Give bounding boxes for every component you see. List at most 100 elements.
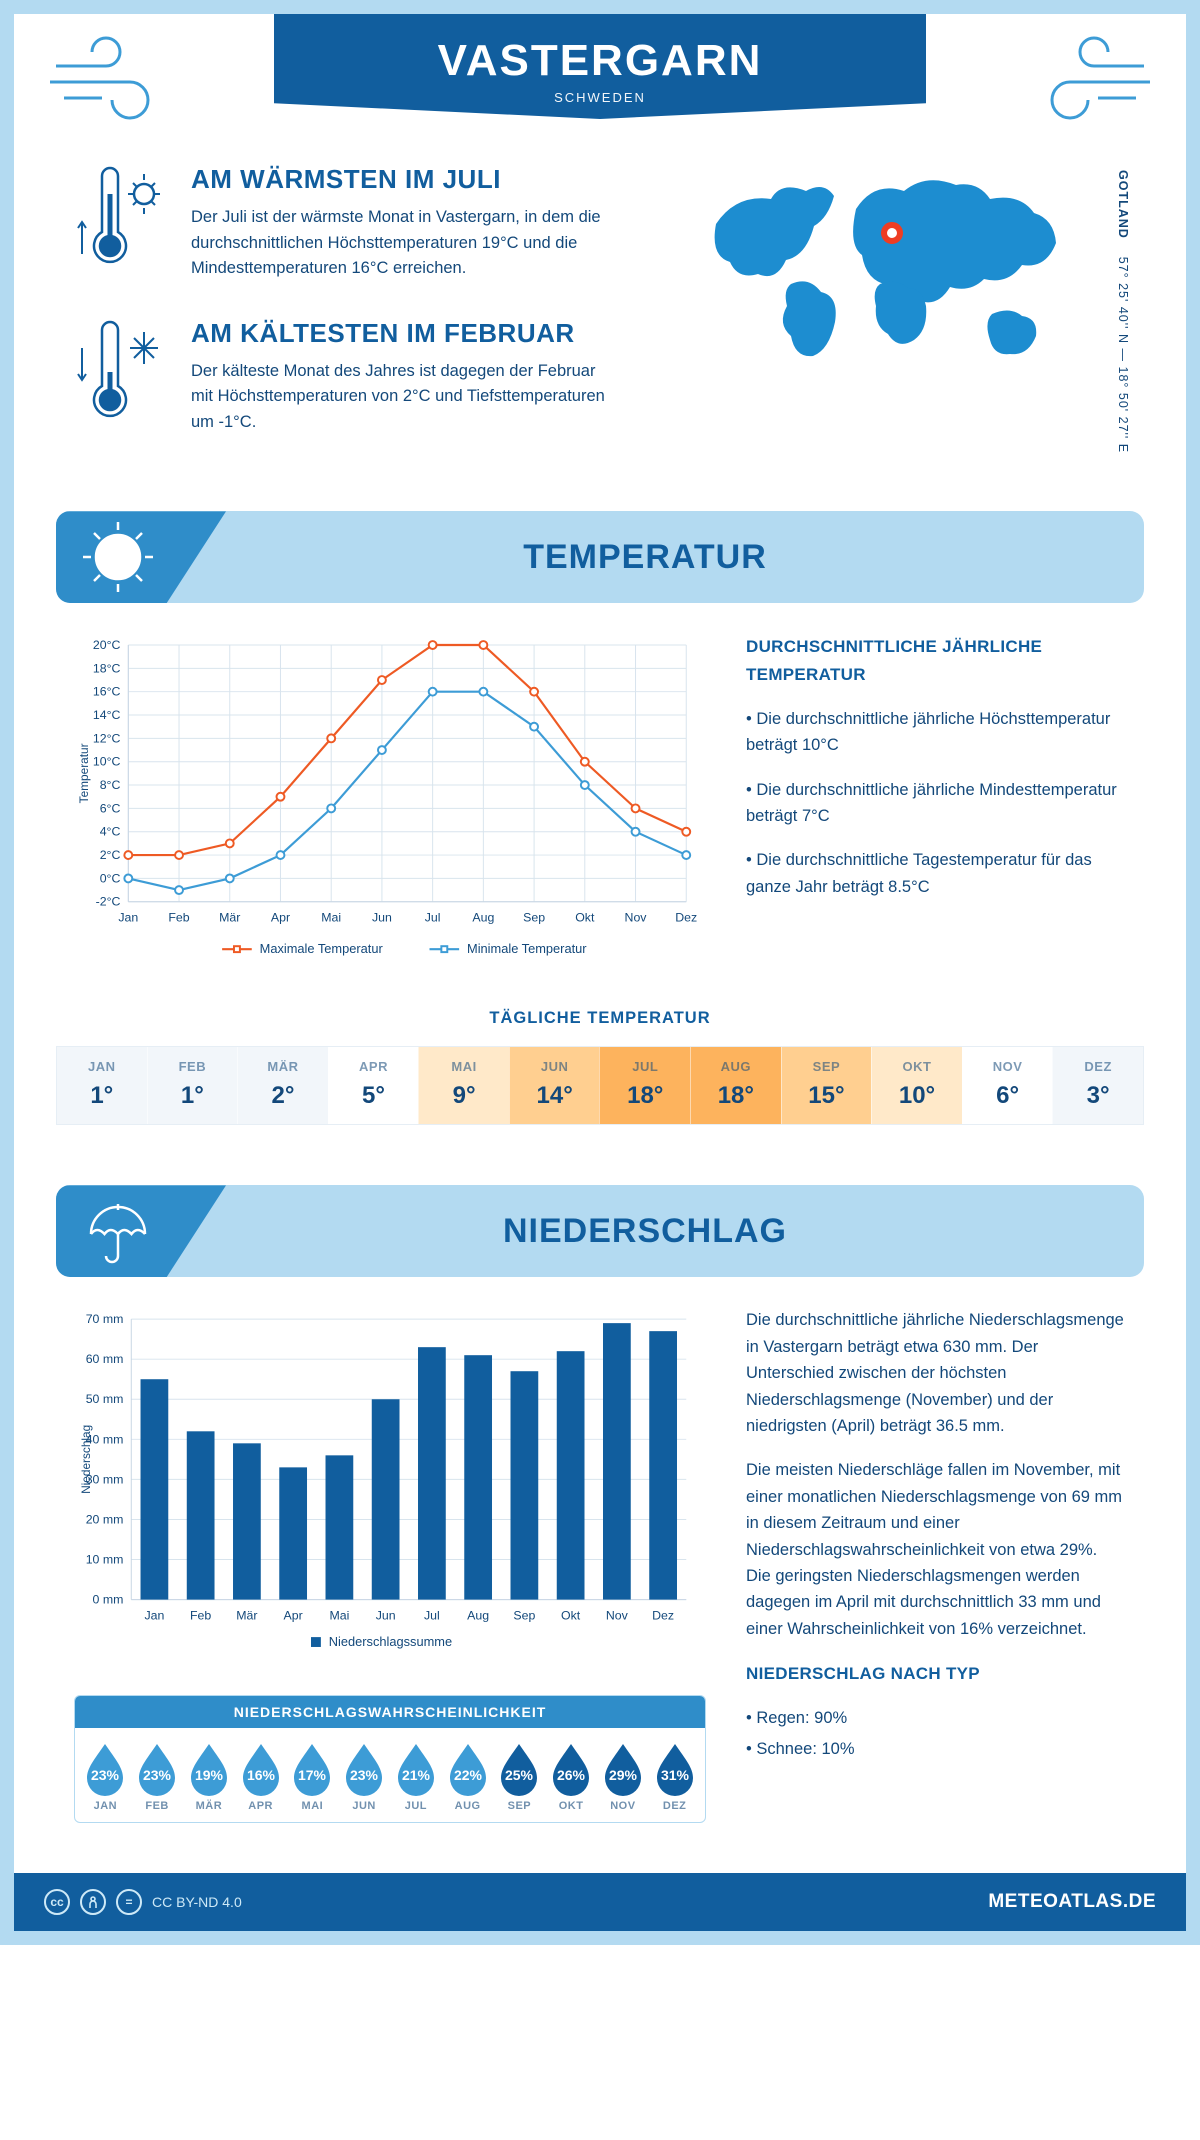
drop-month-label: JUN (340, 1800, 389, 1812)
temp-bullet: • Die durchschnittliche Tagestemperatur … (746, 847, 1126, 900)
warmest-title: AM WÄRMSTEN IM JULI (191, 164, 621, 195)
month-value: 1° (57, 1082, 147, 1110)
warmest-block: AM WÄRMSTEN IM JULI Der Juli ist der wär… (74, 164, 666, 282)
location-country: SCHWEDEN (274, 90, 926, 105)
drop-month-label: MAI (288, 1800, 337, 1812)
month-value: 1° (148, 1082, 238, 1110)
svg-text:Okt: Okt (575, 911, 595, 925)
month-value: 10° (872, 1082, 962, 1110)
drop-icon: 26% (548, 1740, 594, 1796)
svg-text:Jan: Jan (118, 911, 138, 925)
drop-month-label: AUG (443, 1800, 492, 1812)
svg-text:4°C: 4°C (100, 825, 121, 839)
svg-text:Temperatur: Temperatur (77, 744, 91, 804)
drop-icon: 23% (341, 1740, 387, 1796)
temp-line-chart: -2°C0°C2°C4°C6°C8°C10°C12°C14°C16°C18°C2… (74, 633, 706, 973)
intro-section: AM WÄRMSTEN IM JULI Der Juli ist der wär… (14, 164, 1186, 511)
svg-text:Mär: Mär (219, 911, 240, 925)
svg-text:21%: 21% (402, 1767, 431, 1783)
drop-icon: 23% (134, 1740, 180, 1796)
svg-text:Okt: Okt (561, 1609, 581, 1623)
month-value: 3° (1053, 1082, 1143, 1110)
precip-prob-drop: 23% JAN (81, 1740, 130, 1812)
precip-side-text: Die durchschnittliche jährliche Niedersc… (746, 1307, 1126, 1823)
daily-temp-cell: JUL 18° (599, 1047, 690, 1124)
drop-icon: 25% (496, 1740, 542, 1796)
precip-prob-drop: 23% FEB (133, 1740, 182, 1812)
month-label: DEZ (1053, 1059, 1143, 1074)
svg-text:Dez: Dez (652, 1609, 674, 1623)
precip-heading-title: NIEDERSCHLAG (146, 1212, 1144, 1251)
precip-prob-drop: 19% MÄR (185, 1740, 234, 1812)
svg-text:25%: 25% (505, 1767, 534, 1783)
daily-temp-cell: NOV6° (962, 1047, 1053, 1124)
precip-prob-drop: 31% DEZ (650, 1740, 699, 1812)
svg-text:6°C: 6°C (100, 802, 121, 816)
precip-prob-drop: 21% JUL (392, 1740, 441, 1812)
svg-text:Aug: Aug (472, 911, 494, 925)
coldest-block: AM KÄLTESTEN IM FEBRUAR Der kälteste Mon… (74, 318, 666, 436)
drop-month-label: JAN (81, 1800, 130, 1812)
thermometer-snow-icon (74, 318, 169, 428)
svg-text:Nov: Nov (606, 1609, 629, 1623)
precip-para: Die durchschnittliche jährliche Niedersc… (746, 1307, 1126, 1439)
svg-text:Niederschlag: Niederschlag (79, 1425, 93, 1494)
license-label: CC BY-ND 4.0 (152, 1894, 242, 1910)
month-value: 2° (238, 1082, 328, 1110)
svg-text:20 mm: 20 mm (86, 1513, 124, 1527)
month-label: JUN (510, 1059, 600, 1074)
precip-bar-chart: 0 mm10 mm20 mm30 mm40 mm50 mm60 mm70 mmN… (74, 1307, 706, 1667)
svg-text:-2°C: -2°C (96, 895, 121, 909)
footer-brand: METEOATLAS.DE (988, 1891, 1156, 1913)
svg-text:Jun: Jun (372, 911, 392, 925)
drop-icon: 19% (186, 1740, 232, 1796)
svg-text:70 mm: 70 mm (86, 1312, 124, 1326)
longitude-label: 18° 50' 27'' E (1116, 367, 1130, 454)
svg-text:Nov: Nov (625, 911, 648, 925)
drop-month-label: APR (236, 1800, 285, 1812)
drop-icon: 23% (82, 1740, 128, 1796)
month-label: MAI (419, 1059, 509, 1074)
page: VASTERGARN SCHWEDEN AM WÄRMSTE (0, 0, 1200, 1945)
svg-text:23%: 23% (91, 1767, 120, 1783)
license-block: cc = CC BY-ND 4.0 (44, 1889, 242, 1915)
temp-heading-title: TEMPERATUR (146, 538, 1144, 577)
month-value: 18° (691, 1082, 781, 1110)
drop-icon: 31% (652, 1740, 698, 1796)
svg-text:23%: 23% (143, 1767, 172, 1783)
cc-icon: cc (44, 1889, 70, 1915)
precip-prob-drop: 17% MAI (288, 1740, 337, 1812)
svg-text:23%: 23% (350, 1767, 379, 1783)
month-value: 18° (600, 1082, 690, 1110)
month-value: 9° (419, 1082, 509, 1110)
precip-prob-drop: 29% NOV (599, 1740, 648, 1812)
svg-text:Maximale Temperatur: Maximale Temperatur (260, 941, 384, 956)
svg-text:Minimale Temperatur: Minimale Temperatur (467, 941, 587, 956)
month-label: JUL (600, 1059, 690, 1074)
svg-text:29%: 29% (609, 1767, 638, 1783)
temp-side-text: DURCHSCHNITTLICHE JÄHRLICHE TEMPERATUR •… (746, 633, 1126, 973)
svg-text:Mai: Mai (321, 911, 341, 925)
precip-section-heading: NIEDERSCHLAG (56, 1185, 1144, 1277)
drop-month-label: OKT (547, 1800, 596, 1812)
svg-text:Feb: Feb (190, 1609, 211, 1623)
precip-prob-drop: 22% AUG (443, 1740, 492, 1812)
daily-temp-cell: AUG18° (690, 1047, 781, 1124)
coordinates: GOTLAND 57° 25' 40'' N — 18° 50' 27'' E (1116, 170, 1130, 453)
region-label: GOTLAND (1116, 170, 1130, 239)
location-title: VASTERGARN (274, 36, 926, 86)
precip-prob-title: NIEDERSCHLAGSWAHRSCHEINLICHKEIT (75, 1696, 705, 1728)
month-label: SEP (782, 1059, 872, 1074)
month-label: MÄR (238, 1059, 328, 1074)
drop-month-label: SEP (495, 1800, 544, 1812)
month-label: FEB (148, 1059, 238, 1074)
svg-text:12°C: 12°C (93, 732, 121, 746)
svg-text:Jul: Jul (425, 911, 441, 925)
svg-text:Niederschlagssumme: Niederschlagssumme (329, 1634, 452, 1649)
svg-text:0 mm: 0 mm (93, 1593, 124, 1607)
month-value: 5° (329, 1082, 419, 1110)
temp-row: -2°C0°C2°C4°C6°C8°C10°C12°C14°C16°C18°C2… (14, 633, 1186, 1009)
precip-para: Die meisten Niederschläge fallen im Nove… (746, 1457, 1126, 1642)
precip-prob-drop: 16% APR (236, 1740, 285, 1812)
precip-type-snow: • Schnee: 10% (746, 1736, 1126, 1762)
